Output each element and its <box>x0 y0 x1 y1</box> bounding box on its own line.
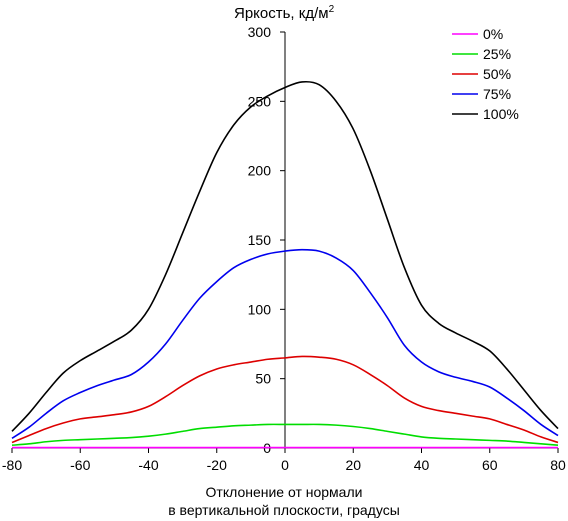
chart-title-superscript: 2 <box>329 4 335 15</box>
series-line-50pct <box>11 355 559 444</box>
x-axis-label-line2: в вертикальной плоскости, градусы <box>168 502 400 518</box>
legend-label: 25% <box>483 46 511 62</box>
chart-title: Яркость, кд/м2 <box>234 4 335 22</box>
series-line-100pct <box>11 80 559 432</box>
x-tick-label: 20 <box>345 457 361 473</box>
legend-label: 0% <box>483 26 503 42</box>
series-lines <box>11 80 559 449</box>
x-axis-label-line1: Отклонение от нормали <box>206 484 363 500</box>
y-tick-label: 100 <box>248 301 272 317</box>
y-tick-label: 300 <box>248 24 272 40</box>
y-tick-label: 150 <box>248 232 272 248</box>
x-axis: -80 -60 -40 -20 0 20 40 60 80 <box>2 447 566 473</box>
legend-label: 75% <box>483 86 511 102</box>
chart-title-text: Яркость, кд/м <box>234 5 329 22</box>
legend: 0% 25% 50% 75% 100% <box>452 26 519 122</box>
x-tick-label: 40 <box>414 457 430 473</box>
x-tick-label: -60 <box>70 457 90 473</box>
y-tick-label: 50 <box>255 371 271 387</box>
x-tick-label: -80 <box>2 457 22 473</box>
y-tick-label: 200 <box>248 163 272 179</box>
legend-label: 50% <box>483 66 511 82</box>
x-tick-label: 0 <box>281 457 289 473</box>
x-tick-label: -20 <box>207 457 227 473</box>
x-tick-label: -40 <box>138 457 158 473</box>
x-tick-label: 60 <box>482 457 498 473</box>
legend-label: 100% <box>483 106 519 122</box>
series-line-75pct <box>11 248 559 439</box>
x-tick-label: 80 <box>550 457 566 473</box>
series-line-25pct <box>11 423 559 447</box>
